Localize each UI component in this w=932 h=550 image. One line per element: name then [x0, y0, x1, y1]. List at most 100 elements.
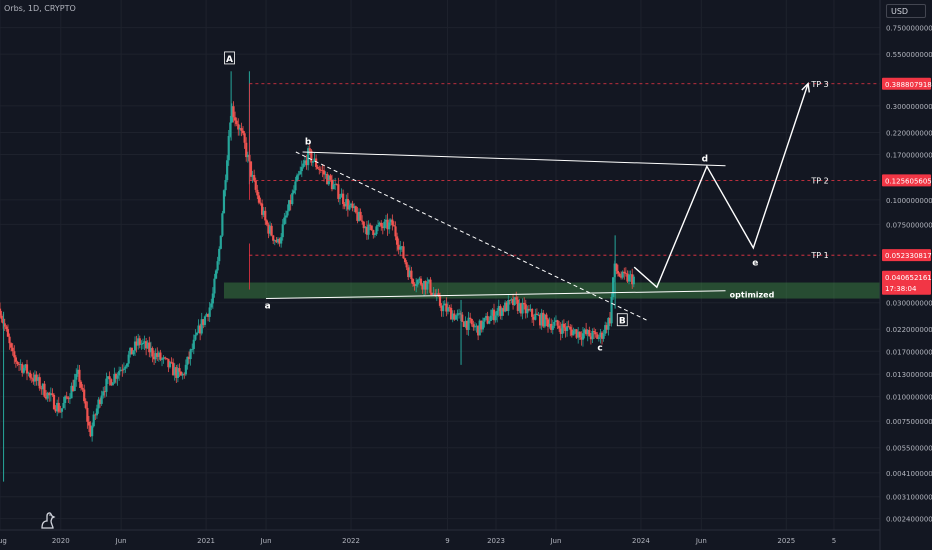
candle-body: [245, 142, 248, 158]
candle-body: [270, 225, 273, 236]
candle-body: [534, 313, 537, 320]
candle-body: [475, 325, 478, 327]
candle-body: [524, 304, 527, 314]
symbol-title: Orbs, 1D, CRYPTO: [4, 4, 76, 13]
candle-body: [208, 307, 211, 317]
candle-body: [152, 356, 156, 360]
candle-body: [329, 175, 332, 180]
x-tick-label: Jun: [260, 537, 272, 545]
candle-body: [121, 369, 124, 371]
candle-body: [89, 425, 92, 437]
price-tag: 0.052330817: [885, 252, 932, 260]
candle-body: [596, 334, 599, 339]
candle-body: [230, 106, 234, 123]
candle-body: [299, 171, 302, 175]
candle-body: [497, 306, 500, 311]
price-tag: 0.125605605: [885, 177, 932, 185]
wave-label-d: d: [702, 155, 708, 165]
candle-body: [564, 327, 567, 331]
candle-body: [626, 273, 629, 282]
candle-body: [532, 316, 535, 320]
candle-body: [508, 300, 511, 301]
x-tick-label: Jun: [115, 537, 127, 545]
candle-body: [510, 298, 513, 301]
candle-body: [399, 246, 402, 250]
candle-body: [361, 220, 364, 222]
candle-body: [411, 279, 415, 285]
candle-body: [631, 274, 634, 285]
trendline: [266, 290, 726, 300]
candle-body: [264, 210, 267, 221]
candle-body: [78, 369, 81, 382]
candle-body: [83, 389, 86, 402]
candle-body: [405, 262, 408, 268]
candle-body: [195, 332, 199, 335]
candle-body: [446, 307, 450, 312]
x-tick-label: 9: [445, 537, 449, 545]
candle-body: [602, 333, 605, 339]
candle-body: [554, 320, 558, 322]
candle-body: [21, 364, 24, 373]
candle-body: [75, 373, 78, 380]
currency-button[interactable]: USD: [886, 4, 926, 18]
candle-body: [278, 238, 281, 244]
candle-body: [8, 336, 11, 344]
candle-body: [413, 284, 416, 286]
wave-label-B: B: [619, 317, 626, 327]
target-level-label: TP 3: [810, 80, 828, 89]
candle-body: [49, 393, 52, 396]
candle-body: [56, 402, 59, 412]
candle-body: [349, 203, 353, 206]
candle-body: [257, 195, 261, 203]
candle-body: [546, 319, 550, 327]
candle-body: [538, 314, 542, 326]
candle-body: [575, 329, 578, 338]
candle-body: [581, 333, 585, 340]
candle-body: [607, 317, 610, 330]
candle-body: [489, 315, 492, 321]
candle-body: [327, 175, 330, 185]
candle-body: [402, 246, 405, 259]
candle-body: [206, 314, 210, 317]
candle-body: [97, 399, 100, 409]
candle-body: [353, 206, 356, 209]
candle-body: [577, 331, 580, 338]
candle-body: [164, 357, 167, 359]
candle-body: [64, 396, 67, 404]
candle-body: [305, 160, 308, 166]
candle-body: [375, 226, 378, 235]
candle-body: [313, 158, 316, 162]
candle-body: [537, 314, 540, 316]
candle-body: [94, 414, 97, 416]
candle-body: [194, 334, 197, 340]
wave-label-b: b: [305, 137, 312, 147]
candle-body: [170, 361, 173, 363]
candle-body: [348, 205, 351, 210]
current-price-tag-background: [882, 270, 931, 295]
candle-body: [492, 309, 496, 321]
wave-label-c: c: [597, 343, 602, 353]
candle-body: [130, 347, 133, 355]
candle-body: [392, 225, 396, 227]
candle-body: [122, 368, 125, 370]
candle-body: [308, 148, 311, 151]
candle-body: [216, 261, 219, 271]
dashed-trendline: [295, 151, 647, 321]
candle-body: [527, 308, 531, 311]
candle-body: [494, 315, 497, 321]
candle-body: [340, 193, 343, 198]
candle-body: [265, 220, 268, 225]
candle-body: [168, 361, 172, 368]
candle-body: [550, 323, 553, 330]
candle-body: [133, 341, 137, 351]
candle-body: [235, 120, 238, 125]
candle-body: [472, 324, 475, 328]
tradingview-logo-icon[interactable]: [38, 510, 58, 530]
candle-body: [111, 382, 114, 386]
candle-body: [254, 180, 257, 190]
y-tick-label: 0.007500000: [886, 418, 932, 426]
candle-body: [364, 226, 367, 229]
wave-label-a: a: [265, 302, 271, 312]
wave-label-box: [224, 51, 235, 65]
